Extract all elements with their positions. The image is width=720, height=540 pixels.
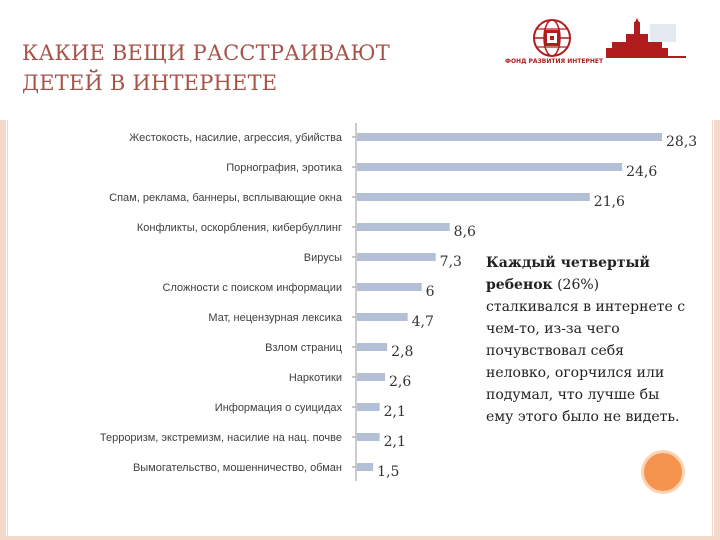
value-label: 2,1 [384,434,406,450]
value-label: 7,3 [440,254,462,270]
slide-title-line1: КАКИЕ ВЕЩИ РАССТРАИВАЮТ [22,41,390,65]
category-label: Жестокость, насилие, агрессия, убийства [129,132,343,144]
category-label: Наркотики [289,372,342,384]
value-label: 8,6 [454,224,476,240]
category-label: Конфликты, оскорбления, кибербуллинг [137,222,342,234]
value-label: 24,6 [626,164,657,180]
value-label: 2,8 [391,344,413,360]
bottom-decor-rule [0,536,720,540]
category-label: Терроризм, экстремизм, насилие на нац. п… [100,432,342,444]
category-label: Мат, нецензурная лексика [208,312,342,324]
logo-left-caption: ФОНД РАЗВИТИЯ ИНТЕРНЕТ [505,58,604,65]
category-label: Информация о суицидах [215,402,343,414]
bar [357,253,436,261]
category-label: Сложности с поиском информации [163,282,343,294]
value-label: 21,6 [594,194,625,210]
slide-title-line2: ДЕТЕЙ В ИНТЕРНЕТЕ [22,71,278,95]
university-building-icon [604,18,688,78]
category-label: Спам, реклама, баннеры, всплывающие окна [109,192,343,204]
university-logo-graphic [606,18,686,58]
note-text: Каждый четвертый ребенок (26%) сталкивал… [486,252,686,428]
decor-circle [641,450,685,494]
globe-logo-icon: ФОНД РАЗВИТИЯ ИНТЕРНЕТ [505,18,604,74]
bar [357,193,590,201]
category-label: Порнография, эротика [226,162,343,174]
category-label: Вымогательство, мошенничество, обман [133,462,342,474]
note-rest: (26%) сталкивался в интернете с чем-то, … [486,277,686,425]
left-decor-rule [0,120,6,540]
category-label: Взлом страниц [265,342,343,354]
value-label: 28,3 [666,134,697,150]
bar-chart: Жестокость, насилие, агрессия, убийства 2… [100,123,697,481]
value-label: 1,5 [377,464,399,480]
bar [357,313,408,321]
right-decor-rule [714,120,720,540]
category-label: Вирусы [304,252,342,264]
value-label: 2,1 [384,404,406,420]
value-label: 6 [426,284,435,300]
bar [357,223,450,231]
value-label: 2,6 [389,374,411,390]
bar [357,403,380,411]
slide-title: КАКИЕ ВЕЩИ РАССТРАИВАЮТ ДЕТЕЙ В ИНТЕРНЕТ… [22,38,482,98]
right-decor-rule-thin [712,120,713,540]
globe-logo-graphic [533,19,571,57]
bar [357,463,374,471]
note-bold: Каждый четвертый ребенок [486,255,650,293]
value-label: 4,7 [412,314,434,330]
bar [357,163,623,171]
bar [357,343,388,351]
bar [357,373,386,381]
left-decor-rule-thin [7,120,8,540]
bar [357,133,662,141]
bar [357,283,422,291]
bar [357,433,380,441]
